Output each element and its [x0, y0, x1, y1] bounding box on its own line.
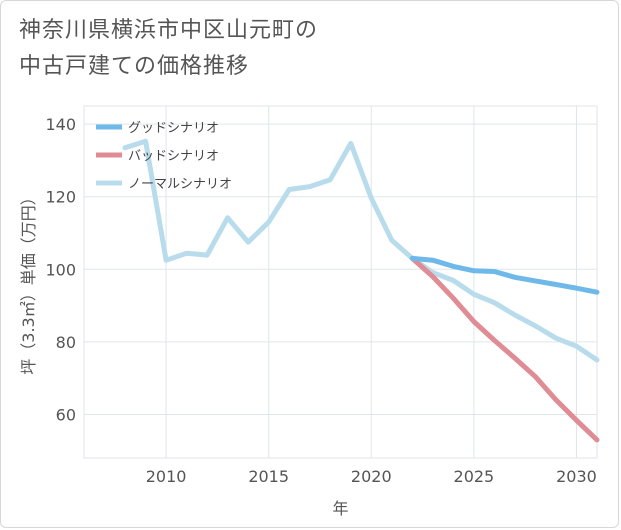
- x-tick-label: 2030: [556, 467, 597, 486]
- x-axis-label: 年: [332, 499, 348, 518]
- y-tick-label: 80: [56, 333, 76, 352]
- y-tick-label: 140: [45, 115, 76, 134]
- x-tick-label: 2020: [351, 467, 392, 486]
- x-tick-label: 2015: [248, 467, 289, 486]
- y-axis-label: 坪（3.3㎡）単価（万円）: [19, 189, 38, 374]
- series-line-bad: [409, 255, 600, 443]
- series-line-good: [409, 255, 600, 295]
- y-tick-label: 60: [56, 405, 76, 424]
- legend-label: ノーマルシナリオ: [128, 177, 232, 192]
- plot-area: [83, 105, 598, 459]
- x-tick-label: 2025: [454, 467, 495, 486]
- y-tick-label: 100: [45, 260, 76, 279]
- chart-title: 神奈川県横浜市中区山元町の 中古戸建ての価格推移: [19, 18, 319, 79]
- x-tick-label: 2010: [146, 467, 187, 486]
- legend-label: バッドシナリオ: [128, 149, 219, 164]
- legend-label: グッドシナリオ: [128, 121, 219, 136]
- series-line-normal: [122, 138, 600, 363]
- y-tick-label: 120: [45, 188, 76, 207]
